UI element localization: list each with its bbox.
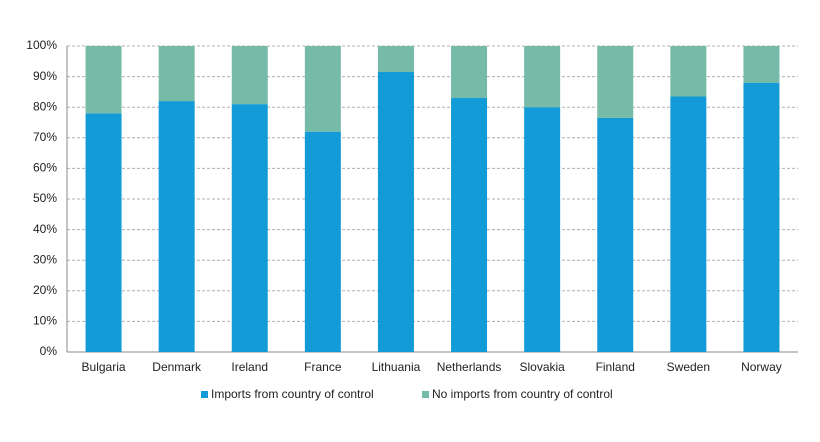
y-tick-label: 90% (33, 69, 57, 83)
bar-segment (85, 113, 122, 352)
x-tick-label: France (304, 360, 342, 374)
x-tick-label: Sweden (667, 360, 710, 374)
x-tick-label: Bulgaria (82, 360, 126, 374)
bar-segment (670, 96, 707, 353)
bar-segment (743, 82, 780, 352)
bar-segment (524, 46, 561, 108)
y-tick-label: 0% (40, 344, 58, 358)
y-tick-label: 50% (33, 191, 57, 205)
y-tick-label: 30% (33, 252, 57, 266)
x-tick-label: Norway (741, 360, 782, 374)
bar-segment (377, 72, 414, 352)
legend-label: Imports from country of control (211, 387, 374, 401)
bar-segment (597, 46, 634, 118)
y-tick-label: 40% (33, 222, 57, 236)
x-tick-label: Slovakia (519, 360, 565, 374)
y-tick-label: 70% (33, 130, 57, 144)
bar-segment (451, 46, 488, 99)
bar-segment (451, 98, 488, 353)
bar-segment (524, 107, 561, 352)
bar-segment (304, 131, 341, 352)
legend-swatch (201, 391, 208, 398)
legend-label: No imports from country of control (432, 387, 613, 401)
y-tick-label: 10% (33, 314, 57, 328)
bar-segment (597, 117, 634, 352)
bar-segment (85, 46, 122, 114)
bar-segment (304, 46, 341, 132)
bar-segment (670, 46, 707, 97)
bar-segment (158, 101, 195, 352)
x-tick-label: Finland (596, 360, 635, 374)
y-tick-label: 20% (33, 283, 57, 297)
bar-segment (743, 46, 780, 83)
y-tick-label: 60% (33, 161, 57, 175)
y-tick-label: 80% (33, 99, 57, 113)
bar-segment (231, 46, 268, 105)
x-tick-label: Lithuania (372, 360, 421, 374)
bar-segment (158, 46, 195, 102)
y-tick-label: 100% (26, 38, 57, 52)
x-tick-label: Denmark (152, 360, 202, 374)
bar-segment (231, 104, 268, 352)
x-tick-label: Ireland (231, 360, 268, 374)
bar-segment (377, 46, 414, 73)
x-tick-label: Netherlands (437, 360, 502, 374)
legend-swatch (422, 391, 429, 398)
